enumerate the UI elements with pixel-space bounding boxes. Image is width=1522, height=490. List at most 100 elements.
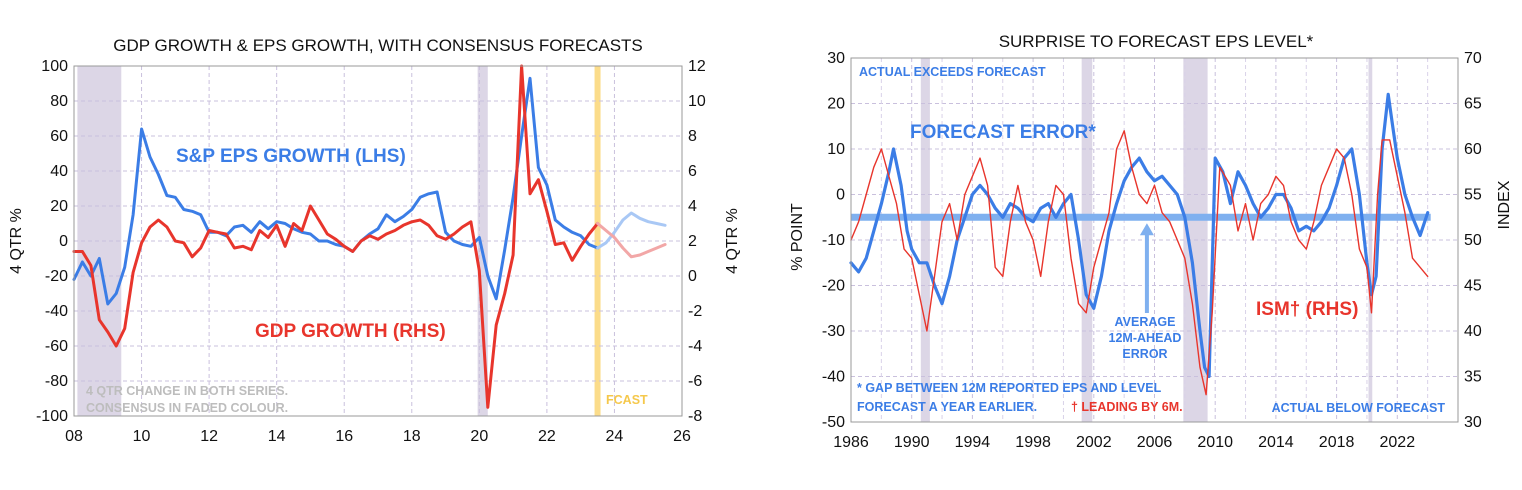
left-series-layer bbox=[72, 64, 667, 409]
y-tick-label-left: -60 bbox=[45, 338, 68, 355]
y-tick-label-left: 80 bbox=[50, 93, 68, 110]
x-tick-label: 26 bbox=[673, 428, 691, 445]
y-tick-label-left: 10 bbox=[827, 141, 845, 158]
y-tick-label-left: 20 bbox=[827, 96, 845, 113]
y-tick-label-right: 35 bbox=[1464, 369, 1482, 386]
y-tick-label-right: -2 bbox=[688, 303, 702, 320]
y-tick-label-right: 6 bbox=[688, 163, 697, 180]
gdp-series-label: GDP GROWTH (RHS) bbox=[255, 321, 446, 342]
y-tick-label-right: 12 bbox=[688, 58, 706, 75]
actual-below-label: ACTUAL BELOW FORECAST bbox=[1272, 401, 1446, 415]
y-tick-label-left: -50 bbox=[822, 414, 845, 431]
average-label-line2: 12M-AHEAD bbox=[1109, 331, 1182, 345]
ism-series-label: ISM† (RHS) bbox=[1256, 299, 1358, 320]
right-chart: SURPRISE TO FORECAST EPS LEVEL* -50 -40 -3… bbox=[789, 32, 1513, 451]
x-tick-label: 2014 bbox=[1258, 434, 1294, 451]
footnote-leading: † LEADING BY 6M. bbox=[1071, 400, 1183, 414]
right-chart-title: SURPRISE TO FORECAST EPS LEVEL* bbox=[999, 32, 1314, 51]
x-tick-label: 14 bbox=[268, 428, 286, 445]
x-tick-label: 2010 bbox=[1197, 434, 1233, 451]
x-tick-label: 10 bbox=[133, 428, 151, 445]
left-note-line2: CONSENSUS IN FADED COLOUR. bbox=[86, 401, 288, 415]
x-tick-label: 2002 bbox=[1076, 434, 1112, 451]
right-series-layer bbox=[849, 92, 1431, 396]
series-line-gdp-consensus-forecast bbox=[596, 222, 667, 259]
y-tick-label-right: 0 bbox=[688, 268, 697, 285]
footnote-line1: * GAP BETWEEN 12M REPORTED EPS AND LEVEL bbox=[857, 381, 1162, 395]
x-tick-label: 24 bbox=[606, 428, 624, 445]
x-tick-label: 22 bbox=[538, 428, 556, 445]
y-tick-label-right: 8 bbox=[688, 128, 697, 145]
left-ylabel-rhs: 4 QTR % bbox=[724, 208, 741, 274]
y-tick-label-right: 4 bbox=[688, 198, 697, 215]
y-tick-label-right: 60 bbox=[1464, 141, 1482, 158]
y-tick-label-left: -20 bbox=[45, 268, 68, 285]
y-tick-label-right: -4 bbox=[688, 338, 702, 355]
x-tick-label: 2018 bbox=[1319, 434, 1355, 451]
y-tick-label-left: -20 bbox=[822, 278, 845, 295]
left-note-line1: 4 QTR CHANGE IN BOTH SERIES. bbox=[86, 384, 288, 398]
left-tick-labels: -100-80-60-40-20020406080100-8-6-4-20246… bbox=[36, 58, 706, 445]
footnote-line2: FORECAST A YEAR EARLIER. bbox=[857, 400, 1037, 414]
right-ylabel-rhs: INDEX bbox=[1496, 180, 1513, 229]
forecast-marker bbox=[594, 66, 601, 416]
series-line-ism-rhs bbox=[850, 130, 1429, 396]
x-tick-label: 18 bbox=[403, 428, 421, 445]
left-chart: GDP GROWTH & EPS GROWTH, WITH CONSENSUS … bbox=[8, 36, 741, 445]
right-tick-labels: -50 -40 -30 -20 -10 0 10 20 30 30 35 40 45 50 55 60 65 70… bbox=[822, 50, 1482, 451]
eps-series-label: S&P EPS GROWTH (LHS) bbox=[176, 146, 406, 167]
y-tick-label-right: 30 bbox=[1464, 414, 1482, 431]
series-line-s-p-eps-growth-lhs bbox=[72, 76, 600, 306]
y-tick-label-right: 40 bbox=[1464, 323, 1482, 340]
y-tick-label-right: 2 bbox=[688, 233, 697, 250]
x-tick-label: 16 bbox=[335, 428, 353, 445]
x-tick-label: 12 bbox=[200, 428, 218, 445]
y-tick-label-left: -10 bbox=[822, 232, 845, 249]
left-plot-frame bbox=[73, 65, 683, 417]
x-tick-label: 1986 bbox=[833, 434, 869, 451]
y-tick-label-right: 10 bbox=[688, 93, 706, 110]
x-tick-label: 1998 bbox=[1015, 434, 1051, 451]
y-tick-label-left: -80 bbox=[45, 373, 68, 390]
y-tick-label-left: -30 bbox=[822, 323, 845, 340]
left-ylabel-lhs: 4 QTR % bbox=[8, 208, 25, 274]
y-tick-label-left: -40 bbox=[45, 303, 68, 320]
right-gridlines bbox=[851, 58, 1458, 422]
y-tick-label-left: -40 bbox=[822, 369, 845, 386]
x-tick-label: 08 bbox=[65, 428, 83, 445]
x-tick-label: 1994 bbox=[955, 434, 991, 451]
y-tick-label-left: 30 bbox=[827, 50, 845, 67]
y-tick-label-right: -8 bbox=[688, 408, 702, 425]
y-tick-label-right: 70 bbox=[1464, 50, 1482, 67]
right-plot-frame bbox=[850, 57, 1459, 423]
y-tick-label-right: 55 bbox=[1464, 187, 1482, 204]
recession-band bbox=[1081, 58, 1093, 422]
series-line-eps-consensus-forecast bbox=[596, 211, 667, 250]
left-gridlines bbox=[74, 66, 682, 416]
y-tick-label-right: 50 bbox=[1464, 232, 1482, 249]
left-chart-title: GDP GROWTH & EPS GROWTH, WITH CONSENSUS … bbox=[113, 36, 643, 55]
y-tick-label-left: 40 bbox=[50, 163, 68, 180]
average-label-line3: ERROR bbox=[1122, 347, 1167, 361]
y-tick-label-left: 0 bbox=[59, 233, 68, 250]
y-tick-label-right: 45 bbox=[1464, 278, 1482, 295]
recession-band bbox=[920, 58, 930, 422]
x-tick-label: 1990 bbox=[894, 434, 930, 451]
forecast-error-label: FORECAST ERROR* bbox=[910, 122, 1096, 143]
y-tick-label-left: -100 bbox=[36, 408, 68, 425]
y-tick-label-left: 0 bbox=[836, 187, 845, 204]
y-tick-label-left: 20 bbox=[50, 198, 68, 215]
series-line-gdp-growth-rhs bbox=[72, 64, 600, 409]
y-tick-label-left: 100 bbox=[41, 58, 68, 75]
y-tick-label-right: 65 bbox=[1464, 96, 1482, 113]
right-ylabel-lhs: % POINT bbox=[789, 203, 806, 271]
actual-exceeds-label: ACTUAL EXCEEDS FORECAST bbox=[859, 65, 1046, 79]
series-line-forecast-error bbox=[849, 92, 1430, 379]
fcast-label: FCAST bbox=[606, 393, 648, 407]
x-tick-label: 2006 bbox=[1137, 434, 1173, 451]
x-tick-label: 20 bbox=[470, 428, 488, 445]
average-error-arrow-head bbox=[1139, 223, 1154, 236]
y-tick-label-left: 60 bbox=[50, 128, 68, 145]
